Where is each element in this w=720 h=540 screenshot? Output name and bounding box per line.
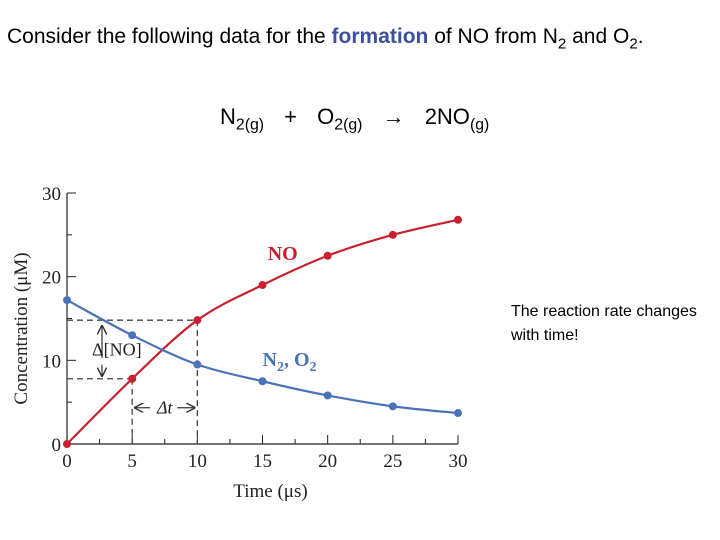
x-tick-label: 15 xyxy=(253,451,272,472)
intro-part4: . xyxy=(637,25,644,48)
eq-no: 2NO xyxy=(424,104,470,129)
eq-n2: N xyxy=(220,104,236,129)
point-no xyxy=(128,374,137,383)
chart-ticks: 0 10 20 30 0 5 10 15 20 25 30 xyxy=(42,184,468,472)
intro-part1: Consider the following data for the xyxy=(7,25,332,48)
x-tick-label: 20 xyxy=(318,451,337,472)
point-n2o2 xyxy=(323,391,332,400)
y-tick-label: 30 xyxy=(42,184,61,205)
x-tick-label: 30 xyxy=(449,451,468,472)
intro-text: Consider the following data for the form… xyxy=(7,14,713,59)
y-tick-label: 20 xyxy=(42,268,61,289)
point-no xyxy=(388,230,397,239)
series-label-n2o2: N2, O2 xyxy=(263,349,317,375)
delta-guides xyxy=(67,319,198,444)
eq-n2-sub: 2(g) xyxy=(235,116,265,134)
delta-t-label: Δt xyxy=(156,398,174,418)
x-tick-label: 25 xyxy=(383,451,402,472)
y-tick-label: 0 xyxy=(52,435,62,456)
eq-plus: + xyxy=(284,104,298,129)
eq-o2-sub: 2(g) xyxy=(334,116,363,134)
intro-o2-subscript: 2 xyxy=(629,35,638,53)
point-no xyxy=(193,316,202,325)
point-no xyxy=(323,251,332,260)
intro-part2: of NO from N xyxy=(428,25,558,48)
point-n2o2 xyxy=(63,296,71,305)
series-label-no: NO xyxy=(268,243,298,265)
delta-conc-label: Δ[NO] xyxy=(92,339,142,359)
intro-part3: and O xyxy=(566,25,630,48)
eq-o2: O xyxy=(317,104,335,129)
y-axis-title: Concentration (μM) xyxy=(11,252,32,404)
chart-labels: Time (μs) Concentration (μM) Δ[NO] Δt NO N2, … xyxy=(11,243,317,502)
rate-note: The reaction rate changes with time! xyxy=(511,303,697,344)
chart-points xyxy=(63,215,462,448)
x-tick-label: 0 xyxy=(62,451,72,472)
chart-curves xyxy=(66,218,459,445)
point-no xyxy=(63,440,71,448)
point-no xyxy=(258,281,267,290)
point-no xyxy=(454,215,462,224)
point-n2o2 xyxy=(388,402,397,411)
point-n2o2 xyxy=(258,377,267,386)
intro-n2-subscript: 2 xyxy=(557,35,567,53)
point-n2o2 xyxy=(454,409,462,418)
point-n2o2 xyxy=(193,360,202,369)
y-tick-label: 10 xyxy=(42,351,61,372)
point-n2o2 xyxy=(128,331,137,340)
intro-highlight: formation xyxy=(331,25,429,48)
x-axis-title: Time (μs) xyxy=(233,481,307,502)
eq-no-sub: (g) xyxy=(469,116,490,134)
x-tick-label: 5 xyxy=(127,451,137,472)
eq-arrow: → xyxy=(382,104,405,129)
reaction-equation: N2(g) + O2(g) → 2NO(g) xyxy=(220,104,489,133)
x-tick-label: 10 xyxy=(188,451,207,472)
